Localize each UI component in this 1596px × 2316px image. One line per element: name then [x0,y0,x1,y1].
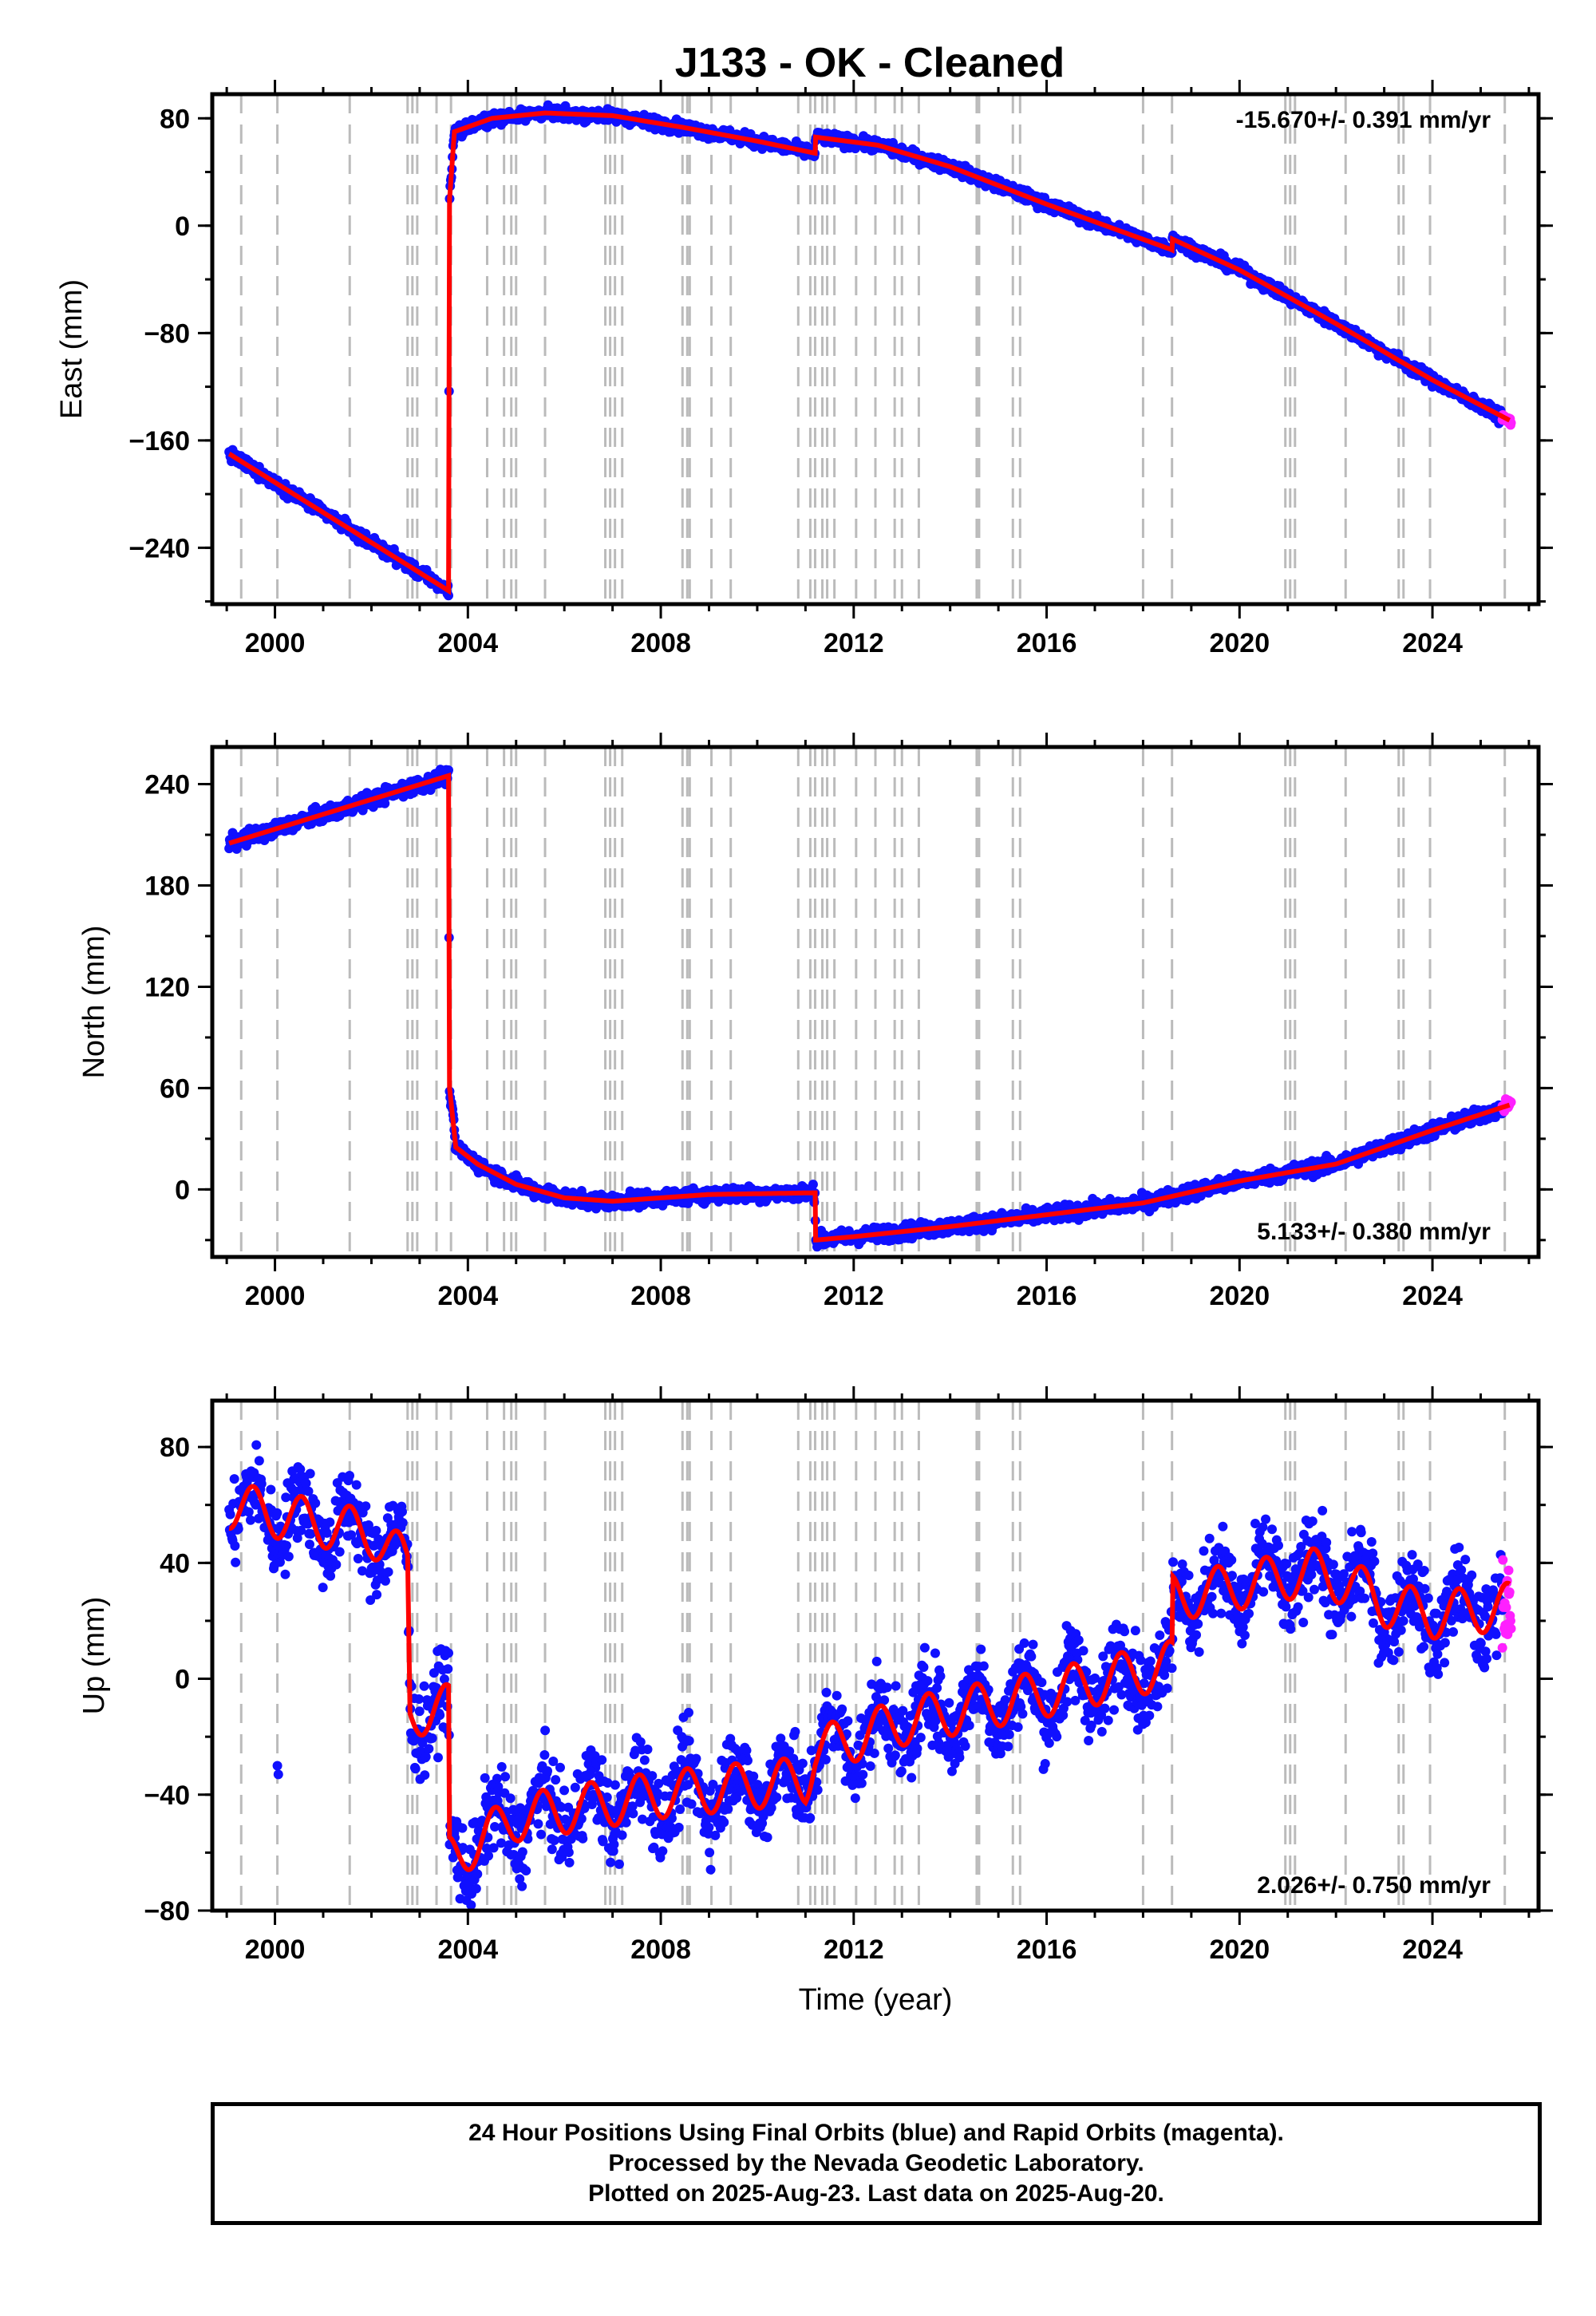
y-tick-label: 240 [144,770,190,800]
x-tick-label: 2008 [630,1281,691,1311]
x-tick-label: 2000 [245,628,306,658]
x-tick-label: 2008 [630,628,691,658]
final-orbit-point [225,1509,235,1520]
final-orbit-point [351,1480,361,1490]
y-axis-title: North (mm) [77,925,111,1078]
final-orbit-point [397,1517,408,1528]
final-orbit-point [372,1590,382,1600]
y-tick-label: −240 [128,533,190,563]
x-tick-label: 2024 [1402,1281,1463,1311]
up-panel: 2000 2004 2008 2012 2016 2020 2024−80−4004080U… [77,1386,1553,2017]
final-orbit-point [427,1733,437,1744]
final-orbit-point [256,1479,267,1489]
final-orbit-point [266,1484,276,1495]
x-tick-label: 2012 [824,1281,884,1311]
final-orbit-point [410,1764,421,1774]
y-tick-label: −80 [144,318,190,349]
final-orbit-point [281,1540,291,1551]
final-orbit-point [424,1744,434,1754]
x-tick-label: 2000 [245,1281,306,1311]
final-orbit-point [397,1507,407,1517]
final-orbit-point [419,1681,429,1691]
x-tick-label: 2024 [1402,628,1463,658]
final-orbit-point [371,1525,381,1535]
y-tick-label: 80 [160,104,190,134]
chart-title: J133 - OK - Cleaned [675,40,1065,86]
final-orbit-point [380,1575,390,1586]
x-tick-label: 2016 [1017,1281,1077,1311]
x-tick-label: 2012 [824,628,884,658]
final-orbit-point [229,1474,239,1484]
x-tick-label: 2004 [437,628,498,658]
final-orbit-point [301,1478,311,1488]
y-tick-label: 0 [175,1175,190,1205]
final-orbit-point [318,1583,328,1593]
east-panel: 2000 2004 2008 2012 2016 2020 2024 −240 −160 −80 0… [55,80,1553,658]
north-panel: 2000 2004 2008 2012 2016 2020 2024 0 60 120 180 240… [77,733,1553,1311]
y-tick-label: −160 [128,426,190,456]
x-tick-label: 2004 [437,1281,498,1311]
final-orbit-point [272,1508,282,1518]
y-axis-title: East (mm) [55,279,89,419]
final-orbit-point [305,1468,315,1479]
final-orbit-point [420,1770,430,1780]
final-orbit-point [243,1507,254,1517]
final-orbit-point [304,1539,314,1550]
final-orbit-point [383,1567,393,1577]
final-orbit-point [230,1540,240,1551]
y-tick-label: 120 [144,972,190,1002]
final-orbit-point [414,1694,425,1704]
final-orbit-point [331,1559,342,1570]
final-orbit-point [325,1517,335,1528]
final-orbit-point [254,1456,264,1466]
y-tick-label: 180 [144,871,190,902]
final-orbit-point [310,1498,321,1508]
model-line [227,110,1511,595]
equipment-change-lines [239,1401,1507,1911]
y-tick-label: 0 [175,211,190,242]
final-orbit-point [251,1440,262,1450]
final-orbit-point [808,1180,818,1190]
x-tick-label: 2020 [1209,628,1270,658]
equipment-change-lines [239,94,1507,604]
rate-label: 5.133+/- 0.380 mm/yr [1257,1219,1491,1245]
final-orbit-point [433,1753,443,1763]
x-tick-label: 2016 [1017,628,1077,658]
final-orbit-point [245,1515,255,1525]
final-orbit-point [353,1553,363,1563]
final-orbit-point [334,1547,345,1557]
final-orbit-point [361,1501,371,1512]
x-tick-label: 2020 [1209,1281,1270,1311]
final-orbit-point [414,1706,425,1717]
final-orbit-point [231,1557,241,1567]
final-orbit-point [280,1569,290,1579]
rate-label: -15.670+/- 0.391 mm/yr [1236,107,1491,133]
final-orbit-point [435,1710,445,1721]
final-orbit-point [345,1470,355,1480]
final-orbit-point [283,1551,294,1562]
y-tick-label: 60 [160,1073,190,1104]
